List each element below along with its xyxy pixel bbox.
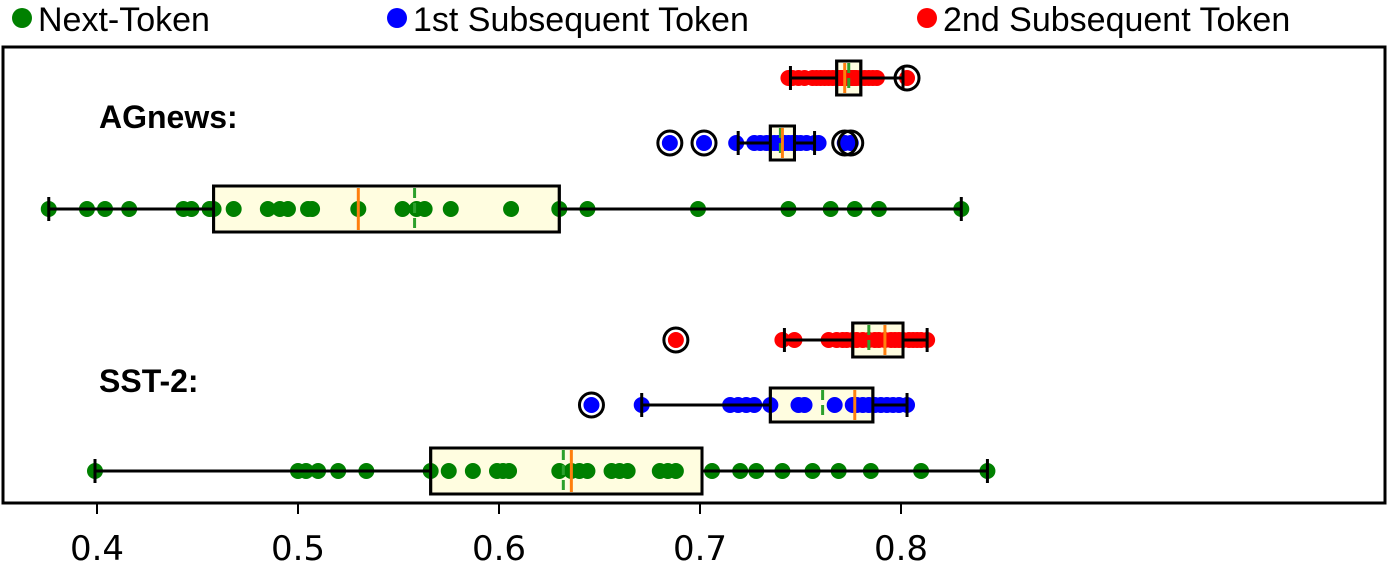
x-tick-label: 0.4 bbox=[70, 529, 124, 569]
data-point bbox=[464, 463, 481, 479]
legend-label: Next-Token bbox=[38, 1, 210, 39]
data-point bbox=[394, 201, 411, 217]
data-point bbox=[279, 201, 296, 217]
box-series bbox=[577, 386, 916, 424]
data-point bbox=[661, 135, 678, 151]
iqr-box-outline bbox=[212, 184, 561, 234]
data-point bbox=[826, 397, 843, 413]
iqr-box-outline bbox=[429, 446, 704, 496]
x-tick-label: 0.5 bbox=[271, 529, 325, 569]
iqr-box-outline bbox=[835, 59, 863, 97]
data-point bbox=[259, 201, 276, 217]
data-point bbox=[583, 397, 600, 413]
box-series bbox=[86, 446, 996, 496]
iqr-box-outline bbox=[768, 386, 875, 424]
group-sst2: SST-2: bbox=[86, 321, 996, 496]
data-point bbox=[728, 135, 745, 151]
outlier-marker bbox=[656, 129, 684, 157]
box-series bbox=[656, 124, 865, 162]
x-tick-label: 0.6 bbox=[472, 529, 526, 569]
data-point bbox=[667, 463, 684, 479]
data-point bbox=[304, 201, 321, 217]
outlier-marker bbox=[893, 64, 921, 92]
outlier-marker bbox=[690, 129, 718, 157]
legend-marker-icon bbox=[387, 8, 407, 28]
plot-groups: AGnews: SST-2: bbox=[40, 59, 996, 496]
data-point bbox=[579, 463, 596, 479]
legend-marker-icon bbox=[917, 8, 937, 28]
legend-marker-icon bbox=[12, 8, 32, 28]
outlier-marker bbox=[837, 129, 865, 157]
data-point bbox=[416, 201, 433, 217]
legend-entry: Next-Token bbox=[12, 1, 210, 39]
group-label: SST-2: bbox=[99, 363, 199, 399]
x-axis: 0.4 0.5 0.6 0.7 0.8 bbox=[70, 503, 928, 569]
data-point bbox=[796, 397, 813, 413]
outlier-marker bbox=[662, 326, 690, 354]
data-point bbox=[225, 201, 242, 217]
x-tick-label: 0.7 bbox=[673, 529, 727, 569]
iqr-box-outline bbox=[768, 124, 796, 162]
plot-area-frame bbox=[1, 45, 1387, 505]
box-series bbox=[780, 59, 921, 97]
legend-entry: 2nd Subsequent Token bbox=[917, 1, 1290, 39]
data-point bbox=[696, 135, 713, 151]
legend: Next-Token 1st Subsequent Token 2nd Subseq… bbox=[12, 1, 1290, 39]
data-point bbox=[667, 332, 684, 348]
legend-label: 1st Subsequent Token bbox=[413, 1, 749, 39]
x-tick-label: 0.8 bbox=[874, 529, 928, 569]
data-point bbox=[619, 463, 636, 479]
outlier-marker bbox=[577, 391, 605, 419]
box-series bbox=[40, 184, 970, 234]
legend-label: 2nd Subsequent Token bbox=[943, 1, 1290, 39]
group-label: AGnews: bbox=[99, 99, 238, 135]
data-point bbox=[774, 332, 791, 348]
group-agnews: AGnews: bbox=[40, 59, 970, 234]
data-point bbox=[442, 201, 459, 217]
iqr-box-outline bbox=[851, 321, 905, 359]
data-point bbox=[503, 201, 520, 217]
data-point bbox=[440, 463, 457, 479]
legend-entry: 1st Subsequent Token bbox=[387, 1, 749, 39]
box-series bbox=[662, 321, 936, 359]
data-point bbox=[501, 463, 518, 479]
